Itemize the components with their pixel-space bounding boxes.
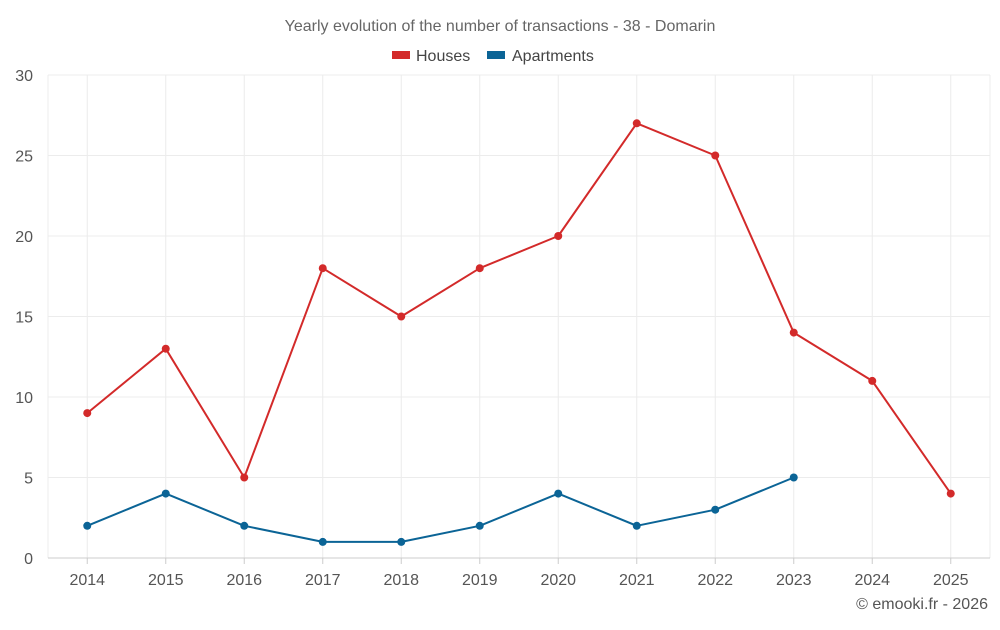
data-point-houses-2014[interactable]: [83, 409, 92, 418]
series-line-apartments: [86, 476, 795, 543]
legend-item-houses[interactable]: Houses: [392, 48, 470, 65]
x-tick-label: 2022: [697, 572, 733, 589]
y-tick-label: 15: [15, 310, 33, 327]
data-point-houses-2015[interactable]: [161, 344, 170, 353]
x-tick-label: 2025: [933, 572, 969, 589]
legend-label-houses: Houses: [416, 48, 470, 65]
series-houses: [83, 119, 955, 498]
data-point-apartments-2014[interactable]: [83, 521, 92, 530]
x-tick-label: 2016: [226, 572, 262, 589]
chart-title: Yearly evolution of the number of transa…: [285, 18, 716, 35]
y-tick-label: 0: [24, 551, 33, 568]
x-tick-label: 2024: [854, 572, 890, 589]
data-point-houses-2018[interactable]: [397, 312, 406, 321]
data-point-houses-2019[interactable]: [475, 264, 484, 273]
data-point-apartments-2018[interactable]: [397, 537, 406, 546]
x-tick-label: 2017: [305, 572, 341, 589]
credit-text: © emooki.fr - 2026: [856, 596, 988, 613]
x-tick-label: 2018: [383, 572, 419, 589]
x-tick-label: 2020: [540, 572, 576, 589]
legend-item-apartments[interactable]: Apartments: [487, 48, 594, 65]
data-point-houses-2016[interactable]: [240, 473, 249, 482]
data-point-apartments-2020[interactable]: [554, 489, 563, 498]
x-tick-label: 2023: [776, 572, 812, 589]
data-point-apartments-2019[interactable]: [475, 521, 484, 530]
data-point-apartments-2021[interactable]: [632, 521, 641, 530]
series-apartments: [83, 473, 798, 546]
series-layer: [83, 119, 955, 546]
data-point-apartments-2017[interactable]: [318, 537, 327, 546]
data-point-houses-2023[interactable]: [789, 328, 798, 337]
x-tick-label: 2021: [619, 572, 655, 589]
data-point-houses-2017[interactable]: [318, 264, 327, 273]
data-point-houses-2020[interactable]: [554, 232, 563, 240]
legend: Houses Apartments: [392, 48, 594, 65]
y-tick-label: 30: [15, 68, 33, 85]
x-tick-label: 2015: [148, 572, 184, 589]
data-point-houses-2024[interactable]: [868, 376, 877, 385]
y-tick-label: 10: [15, 390, 33, 407]
data-point-apartments-2015[interactable]: [161, 489, 170, 498]
y-tick-label: 20: [15, 229, 33, 246]
series-line-houses: [86, 122, 952, 495]
legend-swatch-houses: [392, 51, 410, 59]
data-point-houses-2025[interactable]: [946, 489, 955, 498]
y-tick-label: 25: [15, 149, 33, 166]
data-point-apartments-2023[interactable]: [789, 473, 798, 482]
x-tick-label: 2014: [69, 572, 105, 589]
legend-swatch-apartments: [487, 51, 505, 59]
data-point-apartments-2022[interactable]: [711, 505, 720, 514]
y-tick-label: 5: [24, 471, 33, 488]
data-point-houses-2022[interactable]: [711, 151, 720, 160]
x-tick-label: 2019: [462, 572, 498, 589]
legend-label-apartments: Apartments: [512, 48, 594, 65]
gridlines: [47, 74, 991, 558]
data-point-apartments-2016[interactable]: [240, 521, 249, 530]
data-point-houses-2021[interactable]: [632, 119, 641, 128]
